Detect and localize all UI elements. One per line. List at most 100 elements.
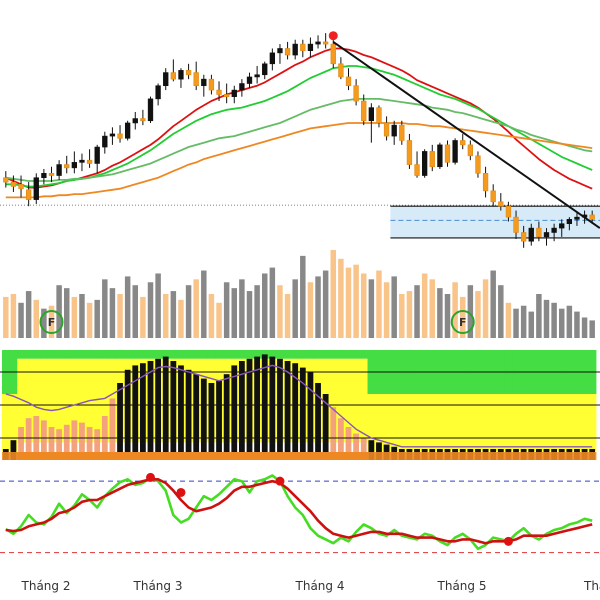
volume-marker-letter: F bbox=[48, 316, 56, 329]
x-tick-label: Tháng 3 bbox=[133, 579, 183, 593]
volume-bar bbox=[56, 285, 62, 338]
heat-zone-yellow bbox=[458, 394, 467, 452]
candle-body bbox=[33, 177, 39, 200]
candle-body bbox=[399, 124, 405, 141]
heat-base bbox=[192, 452, 201, 460]
volume-bar bbox=[399, 294, 405, 338]
heat-bar bbox=[307, 372, 314, 460]
candle-body bbox=[391, 124, 397, 137]
heat-base bbox=[535, 452, 544, 460]
heat-base bbox=[139, 452, 148, 460]
heat-zone-yellow bbox=[497, 394, 506, 452]
volume-bar bbox=[383, 282, 390, 338]
heat-bar bbox=[223, 374, 230, 460]
heat-zone-green bbox=[222, 350, 231, 359]
oscillator-panel bbox=[0, 472, 600, 554]
heat-base bbox=[367, 452, 376, 460]
heat-bar bbox=[353, 433, 360, 460]
heat-base bbox=[352, 452, 361, 460]
heat-signal-line bbox=[5, 364, 593, 448]
candle-body bbox=[520, 232, 527, 242]
candle-body bbox=[284, 48, 291, 56]
volume-bar bbox=[102, 279, 108, 338]
heat-zone-green bbox=[230, 350, 239, 359]
heat-zone-yellow bbox=[557, 394, 566, 452]
volume-bar bbox=[520, 305, 527, 338]
heat-zone-green bbox=[207, 350, 216, 359]
volume-bar bbox=[368, 279, 375, 338]
heat-base bbox=[321, 452, 330, 460]
candle-body bbox=[589, 214, 595, 220]
heat-bar bbox=[345, 427, 352, 460]
heat-base bbox=[116, 452, 125, 460]
volume-bar bbox=[18, 302, 24, 338]
heat-bar bbox=[56, 429, 63, 460]
heat-base bbox=[207, 452, 216, 460]
volume-bar bbox=[566, 305, 573, 338]
volume-bar bbox=[269, 267, 276, 338]
volume-bar bbox=[3, 296, 9, 338]
candle-body bbox=[383, 122, 390, 137]
candle-body bbox=[361, 100, 367, 122]
heat-zone-yellow bbox=[352, 358, 361, 443]
candle-body bbox=[3, 177, 9, 183]
volume-bar bbox=[185, 285, 192, 338]
candle-body bbox=[300, 43, 306, 51]
ma-line-0 bbox=[5, 47, 593, 190]
volume-bar bbox=[437, 288, 443, 338]
candle-body bbox=[437, 144, 443, 168]
volume-bar bbox=[315, 276, 321, 338]
heat-base bbox=[344, 452, 353, 460]
x-tick-label: Tháng 4 bbox=[295, 579, 345, 593]
heat-zone-green bbox=[78, 350, 87, 359]
candle-body bbox=[109, 133, 116, 137]
heat-bar bbox=[315, 383, 321, 460]
volume-bar bbox=[48, 305, 55, 338]
heat-base bbox=[359, 452, 368, 460]
heat-bar bbox=[269, 356, 276, 460]
heat-base bbox=[32, 452, 41, 460]
candle-body bbox=[345, 76, 352, 87]
candle-body bbox=[208, 78, 215, 91]
candle-body bbox=[18, 183, 24, 189]
heat-base bbox=[2, 452, 11, 460]
heat-base bbox=[253, 452, 262, 460]
candle-body bbox=[201, 78, 207, 87]
heat-base bbox=[40, 452, 49, 460]
heat-base bbox=[131, 452, 140, 460]
heat-zone-green bbox=[291, 350, 300, 359]
candle-body bbox=[56, 164, 62, 176]
heat-zone-green bbox=[131, 350, 140, 359]
heat-zone-green bbox=[123, 350, 132, 359]
heat-bar bbox=[178, 365, 184, 460]
volume-bar bbox=[41, 308, 47, 338]
heat-base bbox=[184, 452, 193, 460]
volume-bar bbox=[475, 291, 481, 338]
heat-base bbox=[443, 452, 452, 460]
heat-bar bbox=[292, 363, 299, 460]
volume-bar bbox=[216, 302, 222, 338]
heat-base bbox=[390, 452, 399, 460]
heat-base bbox=[55, 452, 64, 460]
heat-zone-yellow bbox=[367, 394, 376, 452]
heat-base bbox=[420, 452, 429, 460]
volume-bar bbox=[482, 279, 489, 338]
heat-zone-green bbox=[40, 350, 49, 359]
heat-zone-yellow bbox=[70, 358, 79, 443]
heat-base bbox=[260, 452, 269, 460]
heat-zone-yellow bbox=[40, 358, 49, 443]
heat-base bbox=[337, 452, 346, 460]
heat-base bbox=[101, 452, 110, 460]
heat-zone-green bbox=[329, 350, 338, 359]
candle-body bbox=[315, 41, 321, 45]
volume-bar bbox=[193, 279, 199, 338]
volume-bar bbox=[360, 273, 367, 338]
heat-zone-green bbox=[184, 350, 193, 359]
heat-base bbox=[405, 452, 414, 460]
volume-bar bbox=[543, 299, 550, 338]
volume-bar bbox=[132, 285, 139, 338]
candle-body bbox=[132, 118, 138, 124]
heat-base bbox=[497, 452, 506, 460]
oscillator-signal-dot bbox=[275, 476, 285, 486]
candle-body bbox=[86, 159, 93, 164]
